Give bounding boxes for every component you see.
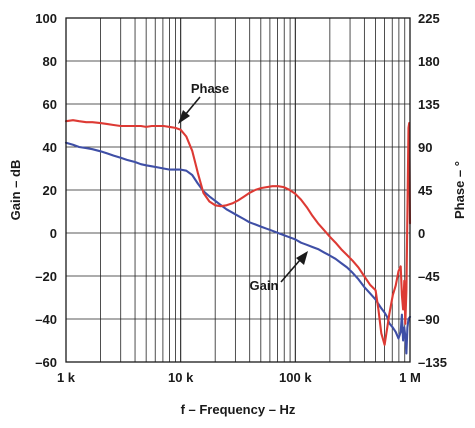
x-axis-title: f – Frequency – Hz xyxy=(181,402,296,417)
y2-tick-label: 180 xyxy=(418,54,440,69)
y2-axis-title: Phase – ° xyxy=(452,161,467,219)
y2-tick-label: 90 xyxy=(418,140,432,155)
y2-tick-label: –135 xyxy=(418,355,447,370)
y2-tick-label: –90 xyxy=(418,312,440,327)
y-tick-label: 20 xyxy=(43,183,57,198)
y-tick-label: –60 xyxy=(35,355,57,370)
gain-series-line xyxy=(64,141,412,355)
plot-frame xyxy=(65,17,411,363)
y2-tick-labels: 225 180 135 90 45 0 –45 –90 –135 xyxy=(418,11,447,370)
y2-tick-label: –45 xyxy=(418,269,440,284)
x-tick-label: 100 k xyxy=(279,370,312,385)
phase-series-line xyxy=(64,119,412,346)
series-layer xyxy=(64,119,412,355)
x-tick-label: 10 k xyxy=(168,370,194,385)
gain-annotation: Gain xyxy=(250,251,308,293)
y-tick-label: 0 xyxy=(50,226,57,241)
y2-tick-label: 0 xyxy=(418,226,425,241)
y-axis-title: Gain – dB xyxy=(8,160,23,221)
y2-tick-label: 45 xyxy=(418,183,432,198)
y2-tick-label: 225 xyxy=(418,11,440,26)
phase-annotation-label: Phase xyxy=(191,81,229,96)
gain-annotation-label: Gain xyxy=(250,278,279,293)
y-tick-label: 80 xyxy=(43,54,57,69)
y-tick-label: 60 xyxy=(43,97,57,112)
gain-annotation-arrowhead xyxy=(296,251,308,265)
y-tick-labels: 100 80 60 40 20 0 –20 –40 –60 xyxy=(35,11,57,370)
y-tick-label: 40 xyxy=(43,140,57,155)
x-tick-labels: 1 k 10 k 100 k 1 M xyxy=(57,370,421,385)
gain-annotation-arrow-line xyxy=(280,259,301,283)
phase-annotation-arrow-line xyxy=(184,96,201,116)
y-tick-label: –40 xyxy=(35,312,57,327)
phase-annotation-arrowhead xyxy=(178,110,190,124)
y2-tick-label: 135 xyxy=(418,97,440,112)
x-tick-label: 1 M xyxy=(399,370,421,385)
y-tick-label: 100 xyxy=(35,11,57,26)
y-tick-label: –20 xyxy=(35,269,57,284)
x-tick-label: 1 k xyxy=(57,370,76,385)
phase-annotation: Phase xyxy=(178,81,229,124)
